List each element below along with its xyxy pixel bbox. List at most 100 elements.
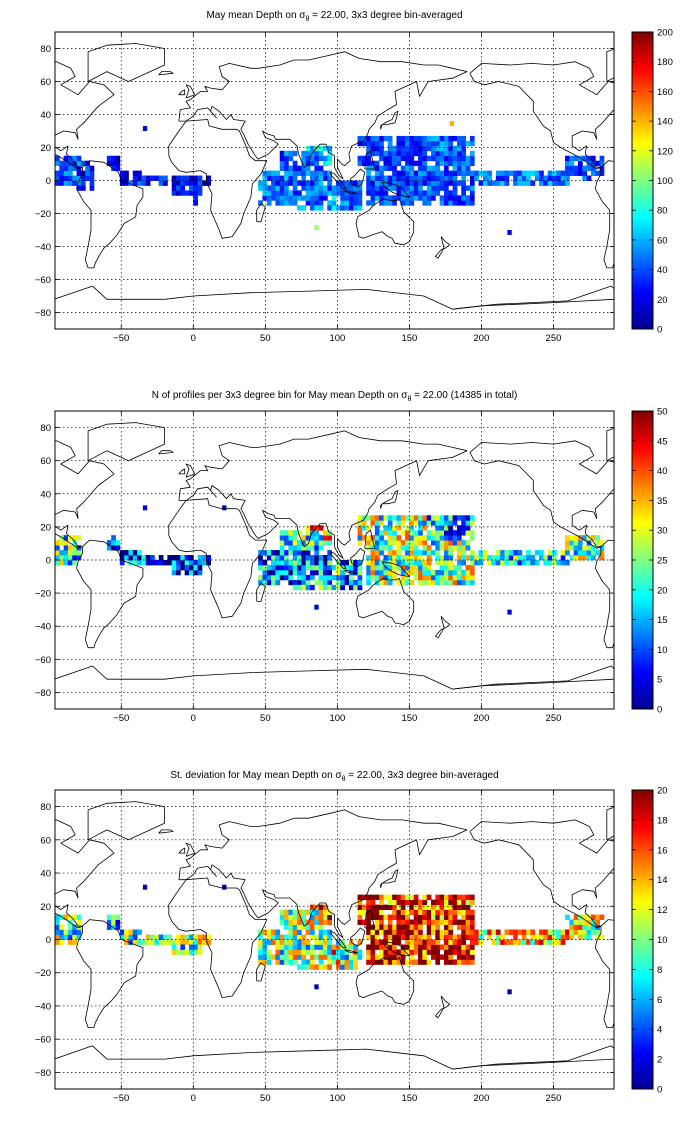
heatmap-cell [357,185,363,191]
heatmap-cell [80,170,86,176]
heatmap-cell [193,190,199,196]
heatmap-cell [448,924,454,930]
heatmap-cell [452,170,458,176]
heatmap-cell [577,170,583,176]
heatmap-cell [465,525,471,531]
heatmap-cell [452,579,458,586]
heatmap-cell [327,540,333,546]
heatmap-cell [405,944,410,950]
heatmap-cell [344,195,350,201]
heatmap-cell [314,185,320,191]
heatmap-cell [482,175,488,181]
heatmap-cell [288,560,294,566]
heatmap-cell [284,944,289,950]
heatmap-cell [405,195,410,201]
heatmap-cell [322,904,328,910]
heatmap-cell [142,126,148,131]
heatmap-cell [465,914,471,920]
heatmap-cell [431,929,436,935]
heatmap-cell [508,550,514,556]
heatmap-cell [55,175,60,181]
heatmap-cell [461,170,466,176]
heatmap-cell [396,909,402,915]
heatmap-cell [556,929,562,935]
heatmap-cell [448,175,454,181]
heatmap-cell [370,909,376,915]
heatmap-cell [171,944,177,950]
heatmap-cell [443,909,449,915]
heatmap-cell [374,145,380,152]
heatmap-cell [55,540,60,546]
heatmap-cell [422,165,428,171]
heatmap-cell [344,574,350,581]
heatmap-cell [297,540,302,546]
chart-title-subscript: θ [407,396,411,403]
heatmap-cell [465,919,471,925]
heatmap-cell [284,185,289,191]
heatmap-cell [577,550,583,556]
heatmap-cell [396,135,402,142]
heatmap-cell [387,924,393,930]
heatmap-cell [400,170,406,176]
heatmap-cell [435,160,441,167]
x-tick-label: −50 [113,1093,129,1104]
heatmap-cell [158,560,164,566]
heatmap-cell [180,190,186,196]
heatmap-cell [435,959,441,965]
heatmap-cell [383,579,389,586]
heatmap-cell [435,155,441,162]
heatmap-cell [132,560,138,566]
heatmap-cell [435,914,441,920]
heatmap-cell [465,540,471,546]
heatmap-cell [586,555,592,561]
heatmap-cell [383,525,389,531]
heatmap-cell [310,155,315,162]
colorbar-tick-label: 14 [657,875,668,886]
coastline [381,940,410,957]
heatmap-cell [348,185,354,191]
heatmap-cell [348,944,354,950]
heatmap-cell [327,569,333,576]
heatmap-cell [443,579,449,586]
heatmap-cell [137,170,142,176]
heatmap-cell [301,574,307,581]
heatmap-cell [400,914,406,920]
heatmap-cell [456,959,462,965]
heatmap-cell [163,939,168,945]
heatmap-cell [310,929,315,935]
heatmap-cell [448,959,454,965]
heatmap-cell [405,530,410,536]
heatmap-cell [327,550,333,556]
heatmap-cell [366,564,371,571]
heatmap-cell [443,569,449,576]
heatmap-cell [197,939,203,945]
heatmap-cell [361,919,367,925]
heatmap-cell [461,150,466,157]
heatmap-cell [379,520,384,526]
heatmap-cell [322,555,328,561]
heatmap-cell [552,175,557,181]
heatmap-cell [297,949,302,955]
heatmap-cell [288,929,294,935]
grid [55,790,614,1089]
coastline [55,61,115,170]
heatmap-cell [387,515,393,521]
heatmap-cell [400,954,406,960]
heatmap-cell [448,520,454,526]
heatmap-cell [452,175,458,181]
heatmap-cell [556,175,562,181]
heatmap-cell [284,165,289,171]
heatmap-cell [180,185,186,191]
heatmap-cell [150,560,155,566]
heatmap-cell [465,899,471,906]
heatmap-cell [310,200,315,206]
heatmap-cell [431,180,436,186]
heatmap-cell [461,944,466,950]
heatmap-cell [297,919,302,925]
heatmap-cell [590,550,596,556]
heatmap-cell [418,914,423,920]
colorbar-tick-label: 12 [657,905,668,916]
heatmap-cell [137,560,142,566]
heatmap-cell [435,899,441,906]
heatmap-cell [573,155,579,162]
